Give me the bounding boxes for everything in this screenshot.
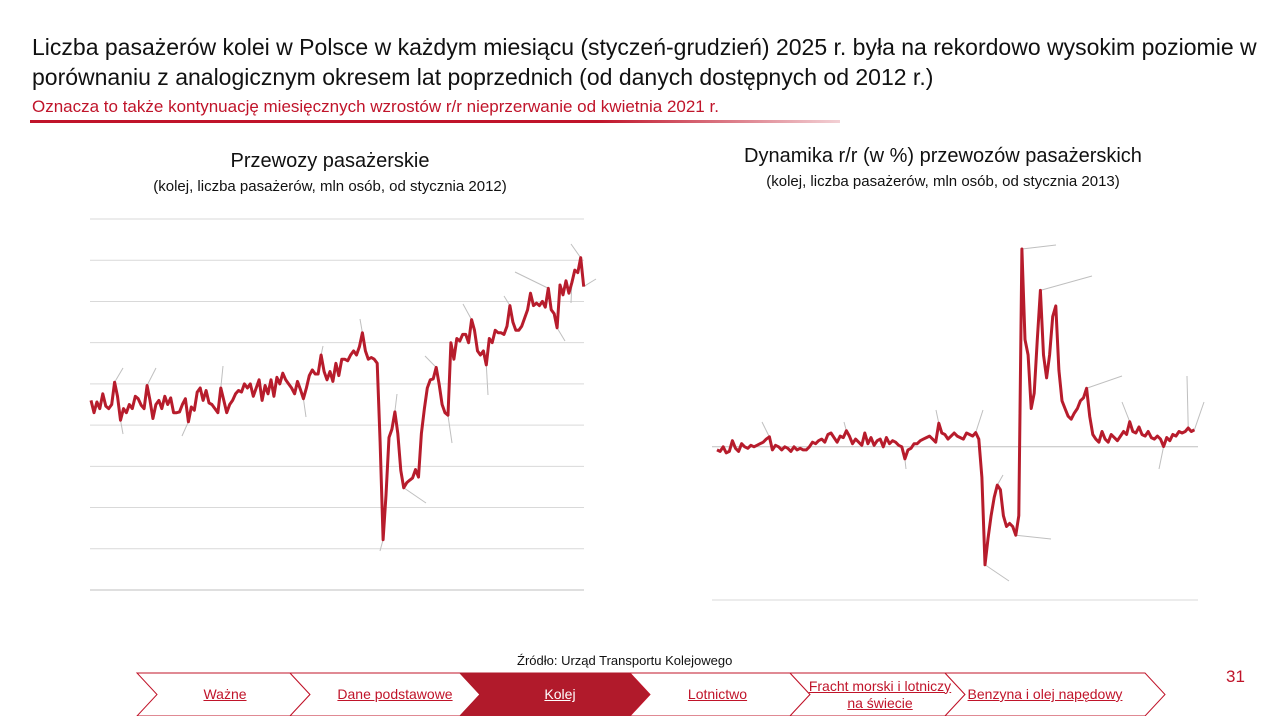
annotation-leader xyxy=(975,409,984,433)
annotation-leader xyxy=(146,367,157,386)
annotation-leader xyxy=(570,243,582,259)
nav-wazne[interactable]: Ważne xyxy=(203,686,247,702)
annotation-leader xyxy=(843,421,847,431)
annotation-leader xyxy=(1021,244,1057,250)
annotation-leader xyxy=(984,564,1010,582)
page-number: 31 xyxy=(1226,667,1245,686)
annotation-leader xyxy=(935,409,940,424)
nav-lotnictwo[interactable]: Lotnictwo xyxy=(687,686,748,702)
annotation-leader xyxy=(403,487,427,504)
annotation-leader xyxy=(761,421,770,438)
annotation-leader xyxy=(514,271,549,289)
annotation-leader xyxy=(320,345,324,356)
annotation-leader xyxy=(302,398,307,418)
annotation-leader xyxy=(1015,534,1052,540)
annotation-leader xyxy=(1186,375,1189,428)
annotation-leader xyxy=(583,278,597,288)
annotation-leader xyxy=(1040,275,1093,291)
data-series-line xyxy=(716,247,1196,567)
annotation-leader xyxy=(462,303,472,320)
annotation-leader xyxy=(904,458,907,470)
passengers-chart xyxy=(89,218,597,591)
annotation-leader xyxy=(485,364,489,396)
annotation-leader xyxy=(1158,446,1165,470)
nav-dane-podstawowe[interactable]: Dane podstawowe xyxy=(337,686,453,702)
left-chart-subtitle: (kolej, liczba pasażerów, mln osób, od s… xyxy=(153,178,507,195)
annotation-leader xyxy=(379,539,384,552)
annotation-leader xyxy=(114,367,124,383)
annotation-leader xyxy=(503,295,511,306)
annotation-leader xyxy=(1193,401,1205,430)
annotation-leader xyxy=(1121,401,1131,422)
left-chart-title: Przewozy pasażerskie xyxy=(230,150,430,172)
annotation-leader xyxy=(1086,375,1123,389)
annotation-leader xyxy=(359,318,363,333)
right-chart-subtitle: (kolej, liczba pasażerów, mln osób, od s… xyxy=(766,173,1120,190)
annotation-leader xyxy=(424,355,437,368)
annotation-leader xyxy=(447,415,453,444)
annotation-leader xyxy=(120,420,124,435)
nav-kolej[interactable]: Kolej xyxy=(544,686,576,702)
yoy-chart xyxy=(712,244,1205,601)
slide-subtitle: Oznacza to także kontynuację miesięcznyc… xyxy=(32,97,719,116)
annotation-leader xyxy=(394,393,398,412)
title-divider xyxy=(30,120,840,123)
data-series-line xyxy=(89,256,586,542)
right-chart-title: Dynamika r/r (w %) przewozów pasażerskic… xyxy=(744,145,1142,167)
annotation-leader xyxy=(181,421,189,437)
source-note: Źródło: Urząd Transportu Kolejowego xyxy=(517,653,733,668)
slide-title: Liczba pasażerów kolei w Polsce w każdym… xyxy=(32,34,1257,90)
annotation-leader xyxy=(220,365,224,389)
annotation-leader xyxy=(556,327,566,342)
nav-fracht[interactable]: Fracht morski i lotniczy na świecie xyxy=(808,677,952,711)
nav-benzyna[interactable]: Benzyna i olej napędowy xyxy=(967,686,1123,702)
annotation-leader xyxy=(996,474,1004,486)
